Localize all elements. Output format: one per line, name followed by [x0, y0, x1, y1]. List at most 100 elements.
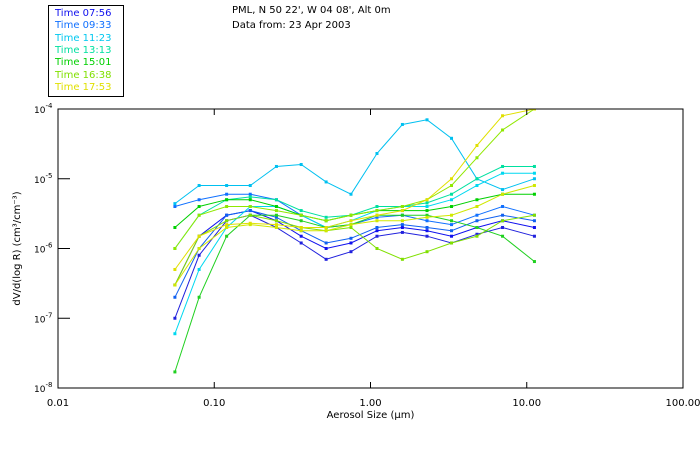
data-point [248, 209, 252, 213]
data-point [299, 209, 303, 213]
data-point [501, 164, 505, 168]
data-point [274, 213, 278, 217]
data-point [324, 241, 328, 245]
data-point [450, 223, 454, 227]
data-point [375, 213, 379, 217]
data-point [375, 247, 379, 250]
data-point [324, 247, 328, 250]
data-point [475, 219, 479, 223]
series-line [174, 166, 535, 249]
data-point [532, 213, 536, 217]
data-point [532, 171, 536, 175]
data-point [375, 229, 379, 233]
data-point [450, 229, 454, 233]
data-point [532, 192, 536, 196]
data-point [375, 152, 379, 156]
data-point [501, 171, 505, 175]
data-point [501, 205, 505, 209]
series-line [174, 214, 535, 373]
data-point [425, 226, 429, 230]
data-point [225, 192, 229, 196]
data-point [400, 223, 404, 227]
data-point [532, 109, 536, 111]
y-tick-exponent: -6 [45, 242, 53, 250]
data-point [501, 192, 505, 196]
data-point [450, 184, 454, 188]
data-point [349, 213, 353, 217]
data-point [349, 223, 353, 227]
data-point [475, 234, 479, 238]
data-point [532, 164, 536, 168]
data-point [501, 188, 505, 192]
data-point [225, 226, 229, 230]
data-point [274, 164, 278, 168]
data-point [400, 209, 404, 213]
data-point [425, 213, 429, 217]
data-point [173, 316, 177, 320]
data-point [324, 257, 328, 261]
data-point [450, 136, 454, 140]
data-point [324, 215, 328, 219]
data-point [375, 234, 379, 238]
data-point [400, 213, 404, 217]
data-point [197, 184, 201, 188]
x-tick-label: 1.00 [359, 398, 381, 409]
data-point [225, 223, 229, 227]
data-point [375, 219, 379, 223]
data-point [501, 114, 505, 118]
data-point [501, 219, 505, 223]
data-point [349, 236, 353, 240]
data-point [475, 232, 479, 236]
data-point [225, 234, 229, 238]
x-tick-label: 100.00 [666, 398, 700, 409]
data-point [299, 234, 303, 238]
series-line [174, 119, 535, 205]
data-point [274, 226, 278, 230]
data-point [475, 205, 479, 209]
data-point [375, 205, 379, 209]
data-point [248, 192, 252, 196]
data-point [324, 180, 328, 184]
x-axis-label: Aerosol Size (µm) [327, 410, 415, 421]
data-point [248, 205, 252, 209]
data-point [173, 226, 177, 230]
data-point [248, 195, 252, 199]
y-axis-label: dV/d(log R) (cm³/cm⁻³) [12, 191, 23, 305]
y-tick-exponent: -4 [45, 102, 53, 110]
data-point [173, 267, 177, 271]
data-point [532, 234, 536, 238]
data-point [324, 219, 328, 223]
x-tick-label: 0.10 [203, 398, 225, 409]
data-point [173, 247, 177, 250]
y-tick-label: 10-6 [34, 242, 53, 256]
data-point [450, 213, 454, 217]
x-tick-label: 0.01 [47, 398, 69, 409]
x-tick-label: 10.00 [512, 398, 541, 409]
data-point [349, 226, 353, 230]
data-point [299, 163, 303, 167]
data-point [425, 234, 429, 238]
data-point [197, 295, 201, 299]
data-point [375, 215, 379, 219]
data-point [299, 241, 303, 245]
data-point [197, 205, 201, 209]
y-tick-label: 10-7 [34, 311, 52, 325]
data-point [450, 234, 454, 238]
data-point [425, 219, 429, 223]
data-point [274, 219, 278, 223]
data-point [225, 184, 229, 188]
y-tick-label: 10-5 [34, 172, 52, 186]
data-point [425, 209, 429, 213]
data-point [173, 295, 177, 299]
data-point [450, 177, 454, 181]
data-point [400, 230, 404, 234]
data-point [475, 226, 479, 230]
y-tick-label: 10-8 [34, 381, 52, 395]
data-point [197, 267, 201, 271]
data-point [375, 226, 379, 230]
data-point [197, 198, 201, 202]
series-line [174, 210, 535, 286]
data-point [425, 198, 429, 202]
data-point [349, 250, 353, 254]
